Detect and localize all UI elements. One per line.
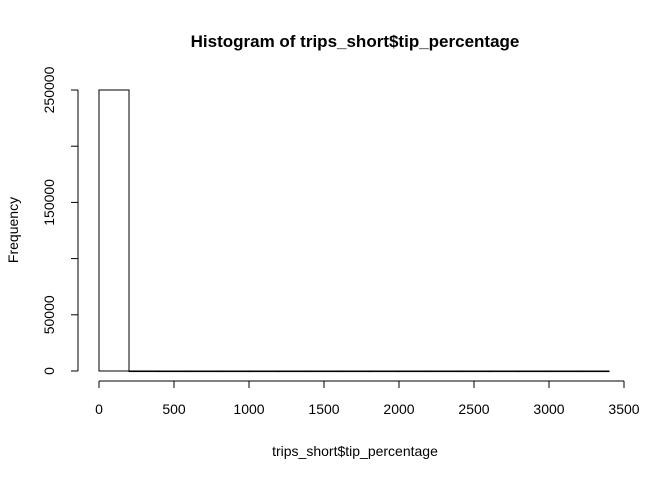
y-tick-label: 50000 (41, 295, 57, 334)
histogram-bar (158, 370, 190, 373)
histogram-bar (248, 370, 280, 373)
histogram-bar (428, 370, 460, 373)
histogram-bar (398, 370, 430, 373)
x-tick-label: 1000 (233, 401, 264, 417)
x-tick-label: 2500 (458, 401, 489, 417)
x-tick-label: 3000 (533, 401, 564, 417)
histogram-bar (338, 370, 370, 373)
y-tick-label: 0 (41, 367, 57, 375)
histogram-bar (488, 370, 520, 373)
histogram-bar (278, 370, 310, 373)
x-axis: 0 500 1000 1500 2000 2500 3000 3500 (95, 380, 640, 417)
histogram-bar (128, 370, 160, 373)
y-tick-label: 150000 (41, 179, 57, 226)
x-tick-label: 3500 (608, 401, 639, 417)
y-tick-label: 250000 (41, 66, 57, 113)
x-tick-label: 500 (162, 401, 186, 417)
histogram-bar (218, 370, 250, 373)
histogram-bar (308, 370, 340, 373)
histogram-bar (458, 370, 490, 373)
x-axis-label: trips_short$tip_percentage (272, 443, 438, 459)
histogram-bar (98, 89, 130, 372)
x-tick-label: 1500 (308, 401, 339, 417)
bars-group (98, 89, 610, 373)
histogram-bar (518, 370, 550, 373)
histogram-bar (368, 370, 400, 373)
y-axis: 0 50000 150000 250000 (41, 66, 79, 375)
chart-title: Histogram of trips_short$tip_percentage (191, 32, 520, 51)
x-tick-label: 2000 (383, 401, 414, 417)
histogram-bar (548, 370, 580, 373)
y-axis-label: Frequency (5, 197, 21, 263)
histogram-bar (188, 370, 220, 373)
x-tick-label: 0 (95, 401, 103, 417)
histogram-bar (578, 370, 610, 373)
